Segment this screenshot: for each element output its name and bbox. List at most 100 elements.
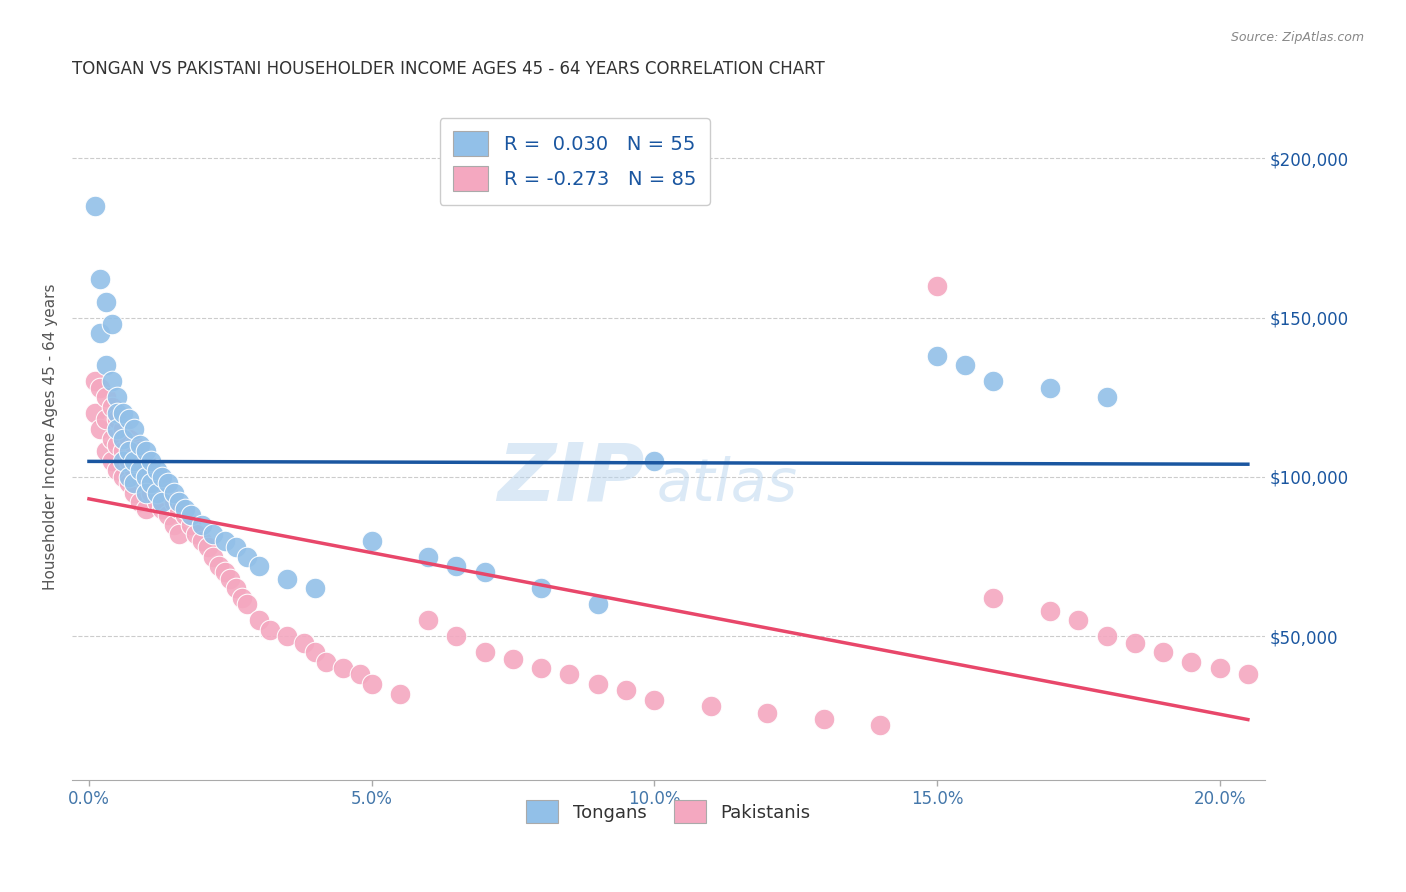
Point [141,454,163,468]
Point [1123,635,1146,649]
Point [174,508,197,522]
Point [219,572,242,586]
Point [953,359,976,373]
Point [105,406,128,420]
Point [558,667,581,681]
Point [180,517,202,532]
Point [304,582,326,596]
Point [122,438,145,452]
Point [94,294,117,309]
Point [446,629,468,643]
Point [152,470,174,484]
Point [83,374,105,388]
Point [128,495,150,509]
Point [474,645,496,659]
Point [89,272,111,286]
Point [236,549,259,564]
Point [146,463,169,477]
Point [586,677,609,691]
Point [117,444,139,458]
Point [530,582,553,596]
Point [304,645,326,659]
Legend: Tongans, Pakistanis: Tongans, Pakistanis [517,791,820,832]
Point [1180,655,1202,669]
Point [100,317,122,331]
Point [117,476,139,491]
Point [180,508,202,522]
Point [349,667,371,681]
Point [191,533,214,548]
Point [128,470,150,484]
Point [1208,661,1230,675]
Point [146,495,169,509]
Point [869,718,891,732]
Point [157,508,180,522]
Point [169,501,191,516]
Point [1067,613,1090,627]
Point [111,432,134,446]
Point [134,476,156,491]
Point [332,661,354,675]
Point [94,444,117,458]
Point [614,683,637,698]
Point [111,406,134,420]
Point [1095,390,1118,404]
Point [1237,667,1260,681]
Point [111,444,134,458]
Point [214,533,236,548]
Point [122,485,145,500]
Point [152,495,174,509]
Point [105,463,128,477]
Point [163,485,186,500]
Text: atlas: atlas [657,457,797,514]
Point [163,495,186,509]
Point [197,540,219,554]
Point [94,390,117,404]
Point [530,661,553,675]
Point [89,381,111,395]
Point [141,463,163,477]
Point [169,495,191,509]
Point [292,635,315,649]
Point [94,412,117,426]
Point [141,485,163,500]
Point [360,677,382,691]
Point [117,432,139,446]
Point [157,485,180,500]
Y-axis label: Householder Income Ages 45 - 64 years: Householder Income Ages 45 - 64 years [44,284,58,591]
Point [643,454,665,468]
Point [134,444,156,458]
Point [925,349,948,363]
Point [174,501,197,516]
Point [163,517,186,532]
Point [388,687,411,701]
Point [105,412,128,426]
Point [122,454,145,468]
Point [474,566,496,580]
Point [94,359,117,373]
Point [100,454,122,468]
Point [202,549,225,564]
Point [100,432,122,446]
Point [700,699,723,714]
Point [643,693,665,707]
Point [208,559,231,574]
Point [83,199,105,213]
Point [83,406,105,420]
Point [360,533,382,548]
Point [141,476,163,491]
Point [1039,381,1062,395]
Point [925,278,948,293]
Point [214,566,236,580]
Point [259,623,281,637]
Point [157,476,180,491]
Point [122,463,145,477]
Point [152,501,174,516]
Point [247,613,270,627]
Point [117,454,139,468]
Text: Source: ZipAtlas.com: Source: ZipAtlas.com [1230,31,1364,45]
Point [128,438,150,452]
Text: ZIP: ZIP [498,439,644,517]
Point [813,712,835,726]
Point [89,422,111,436]
